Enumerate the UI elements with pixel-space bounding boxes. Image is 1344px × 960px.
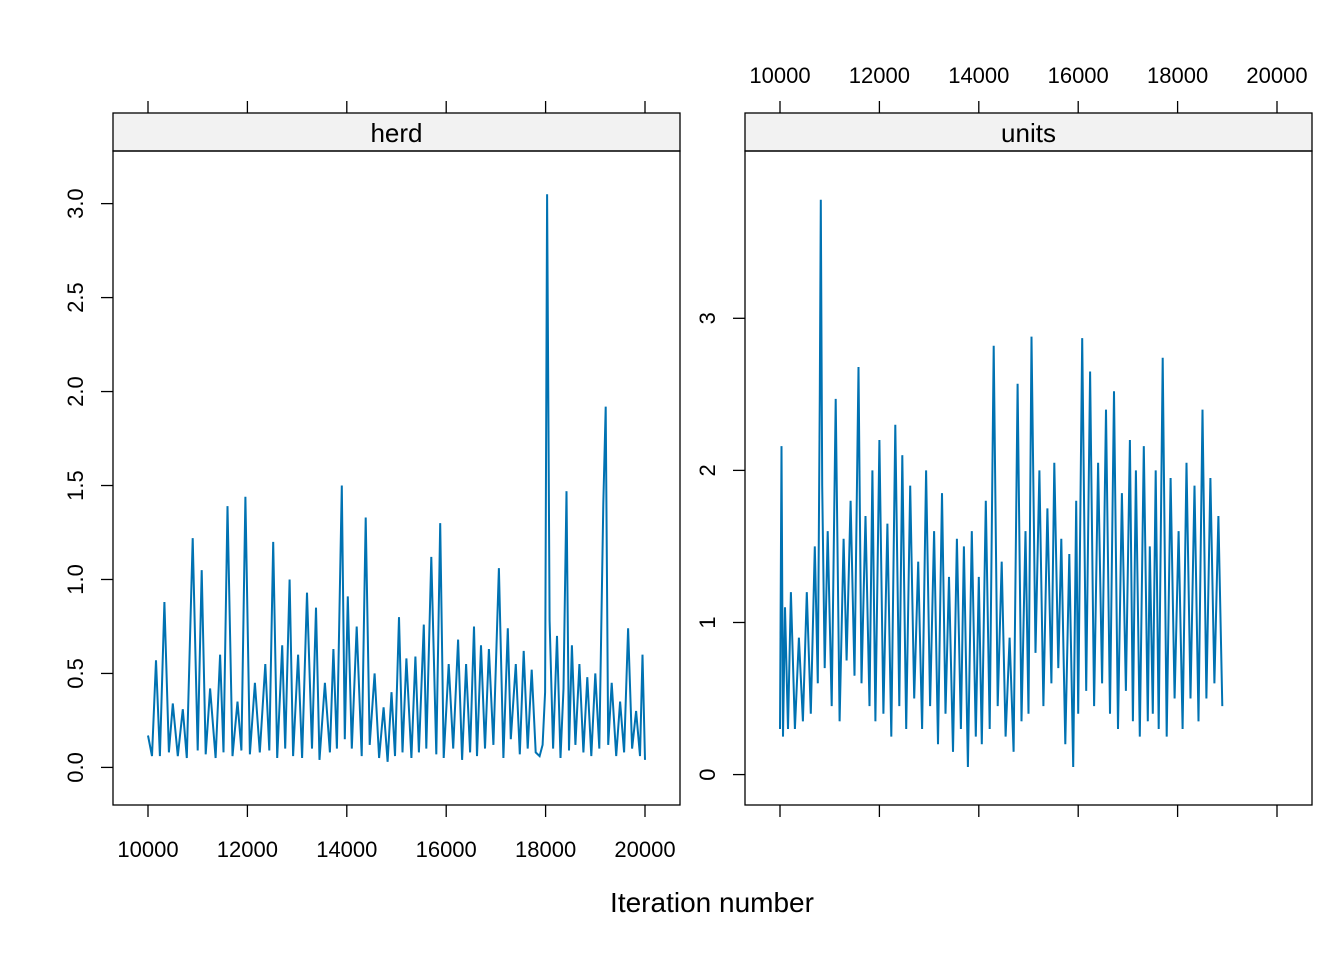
x-tick-label: 10000 (749, 63, 810, 88)
strip-header (112, 112, 681, 152)
x-tick-label: 20000 (614, 837, 675, 862)
y-tick-label: 3 (695, 312, 720, 324)
y-tick-label: 1 (695, 616, 720, 628)
x-tick-label: 12000 (849, 63, 910, 88)
x-tick-label: 20000 (1246, 63, 1307, 88)
y-tick-label: 0 (695, 768, 720, 780)
y-tick-label: 2.0 (63, 376, 88, 407)
x-axis-title: Iteration number (610, 887, 814, 918)
x-tick-label: 14000 (316, 837, 377, 862)
y-tick-label: 1.5 (63, 470, 88, 501)
y-tick-label: 3.0 (63, 188, 88, 219)
x-tick-label: 10000 (117, 837, 178, 862)
x-tick-label: 12000 (217, 837, 278, 862)
panel-frame (744, 150, 1313, 806)
panel-herd: herd 10000 12000 14000 16000 18000 20000 0.0 0.5… (63, 101, 681, 862)
y-tick-label: 2 (695, 464, 720, 476)
panel-units: units 10000 12000 14000 16000 18000 20000 0 1 2 3 (695, 63, 1313, 817)
x-tick-label: 18000 (1147, 63, 1208, 88)
strip-label: herd (370, 118, 422, 148)
panel-frame (112, 150, 681, 806)
y-tick-label: 2.5 (63, 282, 88, 313)
y-tick-label: 0.0 (63, 752, 88, 783)
trace-line (147, 194, 646, 762)
x-tick-label: 14000 (948, 63, 1009, 88)
x-tick-label: 16000 (416, 837, 477, 862)
y-tick-label: 1.0 (63, 564, 88, 595)
x-tick-label: 18000 (515, 837, 576, 862)
trace-line (779, 199, 1224, 768)
strip-label: units (1001, 118, 1056, 148)
x-tick-label: 16000 (1048, 63, 1109, 88)
y-tick-label: 0.5 (63, 658, 88, 689)
